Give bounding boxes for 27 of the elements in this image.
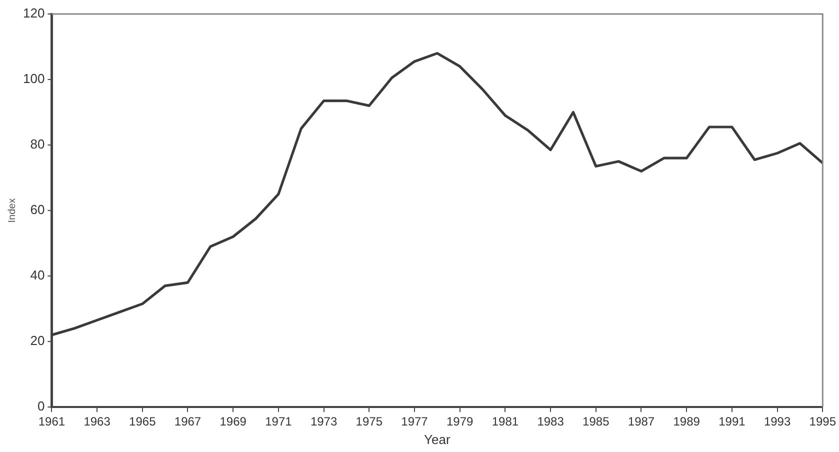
y-tick-label: 20 <box>30 333 45 348</box>
y-tick-label: 60 <box>30 202 45 218</box>
y-tick-label: 40 <box>30 268 45 283</box>
x-tick-label: 1963 <box>84 414 111 429</box>
y-tick-label: 120 <box>22 6 45 21</box>
y-tick-label: 80 <box>30 136 45 152</box>
x-tick-label: 1989 <box>673 414 700 429</box>
x-tick-label: 1969 <box>220 414 247 429</box>
x-axis-title: Year <box>424 432 451 447</box>
x-tick-label: 1971 <box>265 414 292 429</box>
y-tick-label: 100 <box>22 71 45 86</box>
y-tick-label: 0 <box>37 398 45 414</box>
x-tick-label: 1973 <box>310 414 338 429</box>
x-tick-label: 1977 <box>401 414 428 429</box>
x-tick-label: 1967 <box>174 414 202 429</box>
y-axis-title: Index <box>6 198 18 223</box>
x-tick-label: 1981 <box>492 414 519 429</box>
x-tick-label: 1991 <box>718 414 746 429</box>
x-tick-label: 1987 <box>628 414 655 429</box>
x-tick-label: 1993 <box>764 414 791 429</box>
x-tick-label: 1975 <box>356 414 383 429</box>
x-tick-label: 1979 <box>446 414 474 429</box>
x-tick-label: 1965 <box>129 414 156 429</box>
x-tick-label: 1985 <box>582 414 610 429</box>
x-tick-label: 1995 <box>809 414 836 429</box>
x-tick-label: 1961 <box>38 414 66 429</box>
x-tick-label: 1983 <box>537 414 564 429</box>
